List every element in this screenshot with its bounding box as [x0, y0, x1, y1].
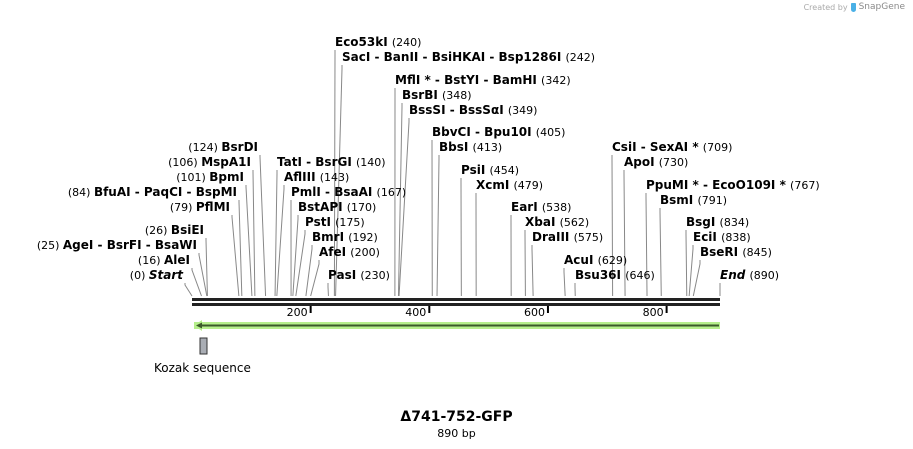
- enzyme-label-right[interactable]: BsrBI (348): [402, 88, 472, 102]
- enzyme-label-left[interactable]: (25) AgeI - BsrFI - BsaWI: [37, 238, 197, 252]
- enzyme-label-left[interactable]: (106) MspA1I: [168, 155, 251, 169]
- sequence-length: 890 bp: [437, 427, 476, 440]
- enzyme-label-right[interactable]: BseRI (845): [700, 245, 772, 259]
- enzyme-label-right[interactable]: PstI (175): [305, 215, 365, 229]
- snapgene-logo-icon: [850, 2, 856, 12]
- enzyme-label-left[interactable]: (0) Start: [130, 268, 184, 282]
- enzyme-label-right[interactable]: MflI * - BstYI - BamHI (342): [395, 73, 571, 87]
- enzyme-label-right[interactable]: EciI (838): [693, 230, 751, 244]
- tick-label: 400: [405, 306, 426, 319]
- enzyme-label-left[interactable]: (101) BpmI: [176, 170, 244, 184]
- tick-label: 200: [287, 306, 308, 319]
- enzyme-label-left[interactable]: (16) AleI: [138, 253, 190, 267]
- cut-site-leader-lines: [184, 50, 721, 297]
- sequence-backbone[interactable]: [192, 298, 720, 306]
- kozak-feature-label: Kozak sequence: [154, 361, 251, 375]
- enzyme-label-right[interactable]: BbsI (413): [439, 140, 502, 154]
- enzyme-label-right[interactable]: XcmI (479): [476, 178, 543, 192]
- enzyme-label-left[interactable]: (26) BsiEI: [145, 223, 204, 237]
- enzyme-label-right[interactable]: PasI (230): [328, 268, 390, 282]
- enzyme-label-right[interactable]: BmrI (192): [312, 230, 378, 244]
- credit-prefix: Created by: [803, 2, 848, 12]
- enzyme-label-right[interactable]: PpuMI * - EcoO109I * (767): [646, 178, 820, 192]
- enzyme-label-left[interactable]: (84) BfuAI - PaqCI - BspMI: [68, 185, 237, 199]
- enzyme-label-right[interactable]: BbvCI - Bpu10I (405): [432, 125, 565, 139]
- enzyme-label-right[interactable]: BssSI - BssSαI (349): [409, 103, 537, 117]
- enzyme-label-right[interactable]: BsgI (834): [686, 215, 749, 229]
- enzyme-label-right[interactable]: End (890): [720, 268, 779, 282]
- enzyme-label-right[interactable]: BstAPI (170): [298, 200, 376, 214]
- enzyme-label-right[interactable]: TatI - BsrGI (140): [277, 155, 386, 169]
- enzyme-label-right[interactable]: PsiI (454): [461, 163, 519, 177]
- enzyme-label-right[interactable]: AflIII (143): [284, 170, 349, 184]
- ruler-ticks: 200 400 600 800: [287, 306, 668, 319]
- enzyme-label-right[interactable]: AcuI (629): [564, 253, 627, 267]
- enzyme-label-right[interactable]: Eco53kI (240): [335, 35, 421, 49]
- kozak-feature-box[interactable]: [199, 337, 208, 355]
- enzyme-label-right[interactable]: Bsu36I (646): [575, 268, 655, 282]
- enzyme-label-right[interactable]: XbaI (562): [525, 215, 589, 229]
- tick-label: 600: [524, 306, 545, 319]
- snapgene-credit: Created by SnapGene: [804, 2, 905, 12]
- enzyme-label-right[interactable]: CsiI - SexAI * (709): [612, 140, 732, 154]
- enzyme-label-right[interactable]: ApoI (730): [624, 155, 688, 169]
- enzyme-label-right[interactable]: EarI (538): [511, 200, 571, 214]
- tick-label: 800: [643, 306, 664, 319]
- sequence-title: Δ741-752-GFP: [400, 409, 513, 425]
- gfp-feature-arrow[interactable]: [194, 320, 720, 331]
- enzyme-label-right[interactable]: DraIII (575): [532, 230, 603, 244]
- enzyme-label-left[interactable]: (124) BsrDI: [188, 140, 258, 154]
- enzyme-label-right[interactable]: SacI - BanII - BsiHKAI - Bsp1286I (242): [342, 50, 595, 64]
- enzyme-label-left[interactable]: (79) PflMI: [170, 200, 230, 214]
- enzyme-labels: (124) BsrDI(106) MspA1I(101) BpmI(84) Bf…: [37, 35, 820, 282]
- credit-brand: SnapGene: [858, 2, 905, 12]
- enzyme-label-right[interactable]: AfeI (200): [319, 245, 380, 259]
- enzyme-label-right[interactable]: BsmI (791): [660, 193, 727, 207]
- enzyme-label-right[interactable]: PmlI - BsaAI (167): [291, 185, 406, 199]
